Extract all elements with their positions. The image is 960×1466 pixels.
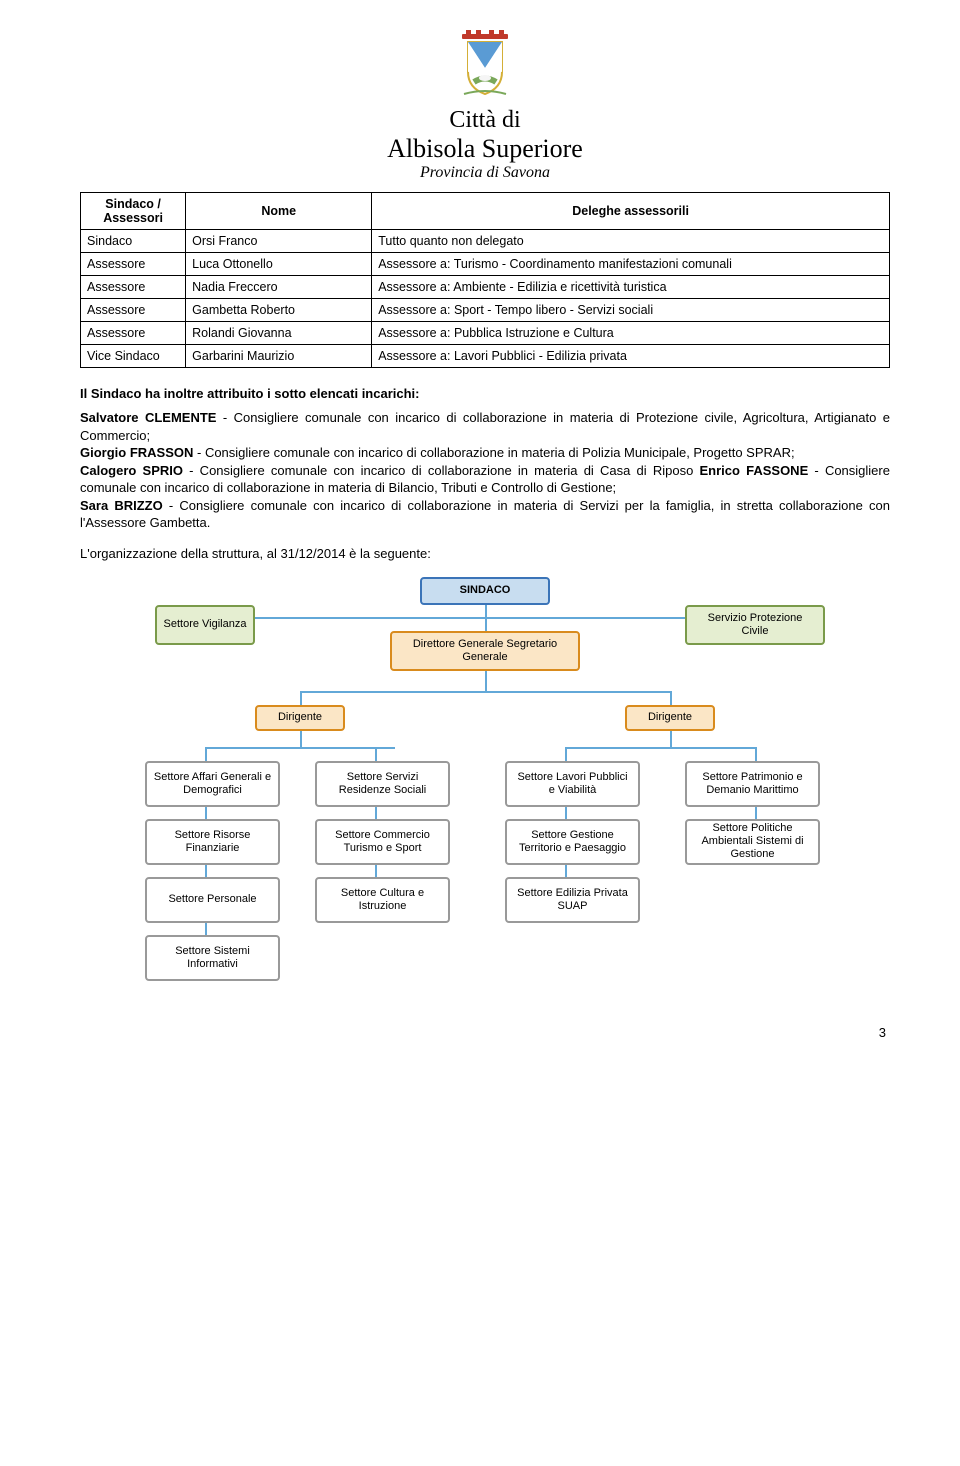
table-cell: Assessore: [81, 276, 186, 299]
table-cell: Sindaco: [81, 230, 186, 253]
org-node: Servizio Protezione Civile: [685, 605, 825, 645]
table-cell: Assessore: [81, 322, 186, 345]
table-cell: Assessore a: Sport - Tempo libero - Serv…: [372, 299, 890, 322]
col-header: Sindaco / Assessori: [81, 193, 186, 230]
incarico-text: - Consigliere comunale con incarico di c…: [80, 498, 890, 531]
province: Provincia di Savona: [80, 164, 890, 182]
org-connector: [485, 671, 487, 691]
table-row: AssessoreRolandi GiovannaAssessore a: Pu…: [81, 322, 890, 345]
org-node: Settore Commercio Turismo e Sport: [315, 819, 450, 865]
incarico-text: - Consigliere comunale con incarico di c…: [193, 445, 794, 460]
table-cell: Assessore: [81, 253, 186, 276]
org-connector: [205, 747, 395, 749]
person-name: Giorgio FRASSON: [80, 445, 193, 460]
table-cell: Nadia Freccero: [186, 276, 372, 299]
org-node: Direttore Generale Segretario Generale: [390, 631, 580, 671]
org-node: Settore Sistemi Informativi: [145, 935, 280, 981]
org-connector: [670, 691, 672, 705]
org-connector: [565, 747, 755, 749]
person-name: Calogero SPRIO: [80, 463, 183, 478]
org-node: Settore Vigilanza: [155, 605, 255, 645]
org-node: Settore Politiche Ambientali Sistemi di …: [685, 819, 820, 865]
org-node: Dirigente: [255, 705, 345, 731]
table-cell: Garbarini Maurizio: [186, 345, 372, 368]
crest-icon: [456, 30, 514, 98]
table-cell: Assessore a: Turismo - Coordinamento man…: [372, 253, 890, 276]
person-name: Enrico FASSONE: [699, 463, 808, 478]
org-node: Settore Edilizia Privata SUAP: [505, 877, 640, 923]
table-cell: Orsi Franco: [186, 230, 372, 253]
org-connector: [565, 747, 567, 761]
incarichi-title: Il Sindaco ha inoltre attribuito i sotto…: [80, 386, 890, 401]
org-chart: SINDACO Settore Vigilanza Servizio Protezi…: [125, 577, 845, 1017]
org-node: Settore Affari Generali e Demografici: [145, 761, 280, 807]
incarico-text: - Consigliere comunale con incarico di c…: [183, 463, 700, 478]
table-cell: Rolandi Giovanna: [186, 322, 372, 345]
table-cell: Assessore a: Lavori Pubblici - Edilizia …: [372, 345, 890, 368]
org-connector: [375, 747, 377, 761]
table-cell: Tutto quanto non delegato: [372, 230, 890, 253]
table-row: AssessoreGambetta RobertoAssessore a: Sp…: [81, 299, 890, 322]
org-connector: [670, 731, 672, 747]
org-node: SINDACO: [420, 577, 550, 605]
org-node: Dirigente: [625, 705, 715, 731]
assessori-table: Sindaco / Assessori Nome Deleghe assesso…: [80, 192, 890, 368]
person-name: Sara BRIZZO: [80, 498, 163, 513]
document-header: Città di Albisola Superiore Provincia di…: [80, 30, 890, 182]
table-row: SindacoOrsi FrancoTutto quanto non deleg…: [81, 230, 890, 253]
table-row: AssessoreNadia FrecceroAssessore a: Ambi…: [81, 276, 890, 299]
table-cell: Luca Ottonello: [186, 253, 372, 276]
table-row: AssessoreLuca OttonelloAssessore a: Turi…: [81, 253, 890, 276]
page-number: 3: [80, 1025, 886, 1040]
org-node: Settore Personale: [145, 877, 280, 923]
org-node: Settore Cultura e Istruzione: [315, 877, 450, 923]
city-title-2: Albisola Superiore: [80, 134, 890, 164]
table-cell: Assessore a: Pubblica Istruzione e Cultu…: [372, 322, 890, 345]
org-connector: [300, 691, 670, 693]
col-header: Nome: [186, 193, 372, 230]
org-intro: L'organizzazione della struttura, al 31/…: [80, 546, 890, 561]
table-cell: Assessore: [81, 299, 186, 322]
city-title-1: Città di: [80, 107, 890, 134]
org-node: Settore Patrimonio e Demanio Marittimo: [685, 761, 820, 807]
org-connector: [755, 747, 757, 761]
incarichi-body: Salvatore CLEMENTE - Consigliere comunal…: [80, 409, 890, 532]
org-connector: [300, 691, 302, 705]
org-connector: [300, 731, 302, 747]
org-node: Settore Lavori Pubblici e Viabilità: [505, 761, 640, 807]
table-header-row: Sindaco / Assessori Nome Deleghe assesso…: [81, 193, 890, 230]
person-name: Salvatore CLEMENTE: [80, 410, 216, 425]
org-node: Settore Gestione Territorio e Paesaggio: [505, 819, 640, 865]
org-node: Settore Servizi Residenze Sociali: [315, 761, 450, 807]
table-cell: Assessore a: Ambiente - Edilizia e ricet…: [372, 276, 890, 299]
col-header: Deleghe assessorili: [372, 193, 890, 230]
table-row: Vice SindacoGarbarini MaurizioAssessore …: [81, 345, 890, 368]
org-node: Settore Risorse Finanziarie: [145, 819, 280, 865]
table-cell: Vice Sindaco: [81, 345, 186, 368]
table-cell: Gambetta Roberto: [186, 299, 372, 322]
org-connector: [205, 747, 207, 761]
